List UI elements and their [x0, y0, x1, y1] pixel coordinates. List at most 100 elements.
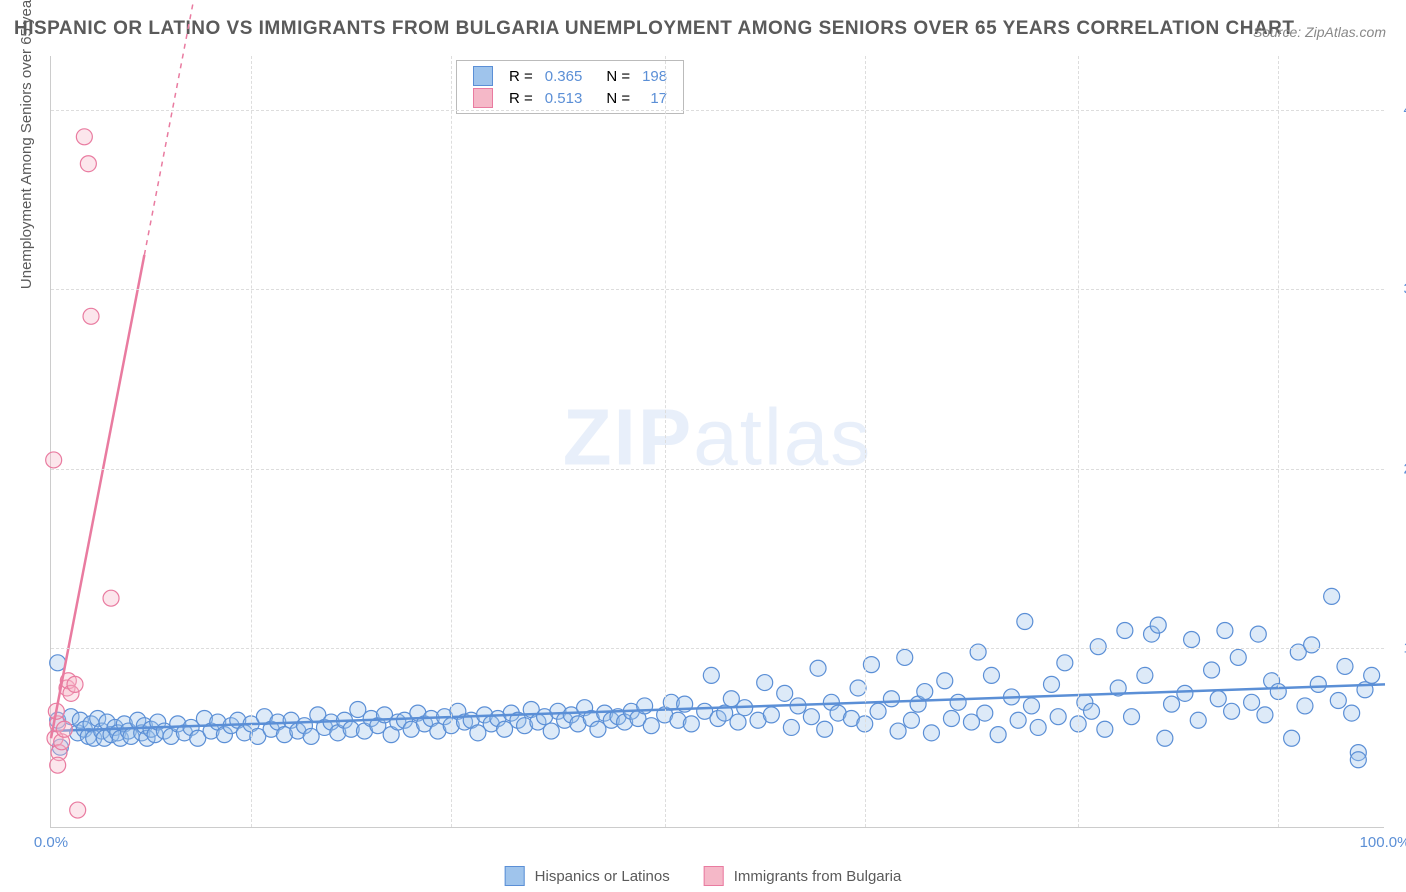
data-point	[1297, 698, 1313, 714]
data-point	[46, 452, 62, 468]
data-point	[943, 710, 959, 726]
data-point	[1137, 667, 1153, 683]
legend-swatch-1	[473, 66, 493, 86]
data-point	[76, 129, 92, 145]
data-point	[990, 727, 1006, 743]
data-point	[1224, 703, 1240, 719]
data-point	[970, 644, 986, 660]
source-label: Source: ZipAtlas.com	[1253, 24, 1386, 40]
y-tick-label: 10.0%	[1386, 640, 1406, 657]
data-point	[56, 721, 72, 737]
data-point	[1084, 703, 1100, 719]
data-point	[683, 716, 699, 732]
n-value-2: 17	[636, 87, 673, 109]
chart-title: HISPANIC OR LATINO VS IMMIGRANTS FROM BU…	[14, 18, 1295, 40]
data-point	[1244, 694, 1260, 710]
data-point	[1284, 730, 1300, 746]
bottom-legend: Hispanics or Latinos Immigrants from Bul…	[505, 866, 902, 886]
data-point	[897, 649, 913, 665]
data-point	[1090, 639, 1106, 655]
bottom-legend-item-2: Immigrants from Bulgaria	[704, 866, 902, 886]
data-point	[1257, 707, 1273, 723]
bottom-legend-label-2: Immigrants from Bulgaria	[734, 868, 902, 885]
y-tick-label: 40.0%	[1386, 101, 1406, 118]
x-tick-label: 100.0%	[1360, 834, 1406, 851]
data-point	[1364, 667, 1380, 683]
data-point	[1204, 662, 1220, 678]
legend-row-2: R = 0.513 N = 17	[467, 87, 673, 109]
plot-area: ZIPatlas R = 0.365 N = 198 R = 0.513 N =…	[50, 56, 1384, 828]
bottom-legend-label-1: Hispanics or Latinos	[535, 868, 670, 885]
n-value-1: 198	[636, 65, 673, 87]
data-point	[1310, 676, 1326, 692]
data-point	[1304, 637, 1320, 653]
data-point	[1217, 623, 1233, 639]
data-point	[1023, 698, 1039, 714]
bottom-swatch-2	[704, 866, 724, 886]
bottom-swatch-1	[505, 866, 525, 886]
data-point	[923, 725, 939, 741]
data-point	[917, 684, 933, 700]
legend-row-1: R = 0.365 N = 198	[467, 65, 673, 87]
r-label: R =	[503, 87, 539, 109]
n-label: N =	[600, 65, 636, 87]
data-point	[1030, 719, 1046, 735]
data-point	[1210, 691, 1226, 707]
data-point	[1337, 658, 1353, 674]
bottom-legend-item-1: Hispanics or Latinos	[505, 866, 670, 886]
data-point	[763, 707, 779, 723]
data-point	[83, 308, 99, 324]
data-point	[1344, 705, 1360, 721]
data-point	[757, 675, 773, 691]
y-tick-label: 20.0%	[1386, 460, 1406, 477]
x-tick-label: 0.0%	[34, 834, 68, 851]
data-point	[1050, 709, 1066, 725]
data-point	[1190, 712, 1206, 728]
data-point	[1010, 712, 1026, 728]
y-tick-label: 30.0%	[1386, 281, 1406, 298]
data-point	[1097, 721, 1113, 737]
data-point	[1124, 709, 1140, 725]
data-point	[937, 673, 953, 689]
data-point	[1250, 626, 1266, 642]
data-point	[70, 802, 86, 818]
data-point	[1184, 631, 1200, 647]
data-point	[1230, 649, 1246, 665]
data-point	[870, 703, 886, 719]
data-point	[67, 676, 83, 692]
data-point	[703, 667, 719, 683]
data-point	[863, 657, 879, 673]
data-point	[777, 685, 793, 701]
data-point	[903, 712, 919, 728]
data-point	[103, 590, 119, 606]
data-point	[543, 723, 559, 739]
data-point	[977, 705, 993, 721]
data-point	[983, 667, 999, 683]
correlation-legend: R = 0.365 N = 198 R = 0.513 N = 17	[456, 60, 684, 114]
r-label: R =	[503, 65, 539, 87]
data-point	[817, 721, 833, 737]
legend-swatch-2	[473, 88, 493, 108]
data-point	[1177, 685, 1193, 701]
data-point	[1330, 693, 1346, 709]
data-point	[890, 723, 906, 739]
data-point	[1324, 588, 1340, 604]
data-point	[1017, 614, 1033, 630]
data-point	[1164, 696, 1180, 712]
data-point	[1157, 730, 1173, 746]
data-point	[883, 691, 899, 707]
data-point	[950, 694, 966, 710]
data-point	[810, 660, 826, 676]
r-value-1: 0.365	[539, 65, 589, 87]
y-axis-label: Unemployment Among Seniors over 65 years	[18, 0, 35, 289]
data-point	[783, 719, 799, 735]
data-point	[50, 757, 66, 773]
data-point	[80, 156, 96, 172]
data-point	[1150, 617, 1166, 633]
data-point	[850, 680, 866, 696]
r-value-2: 0.513	[539, 87, 589, 109]
n-label: N =	[600, 87, 636, 109]
data-point	[1350, 752, 1366, 768]
data-point	[1044, 676, 1060, 692]
data-point	[1057, 655, 1073, 671]
